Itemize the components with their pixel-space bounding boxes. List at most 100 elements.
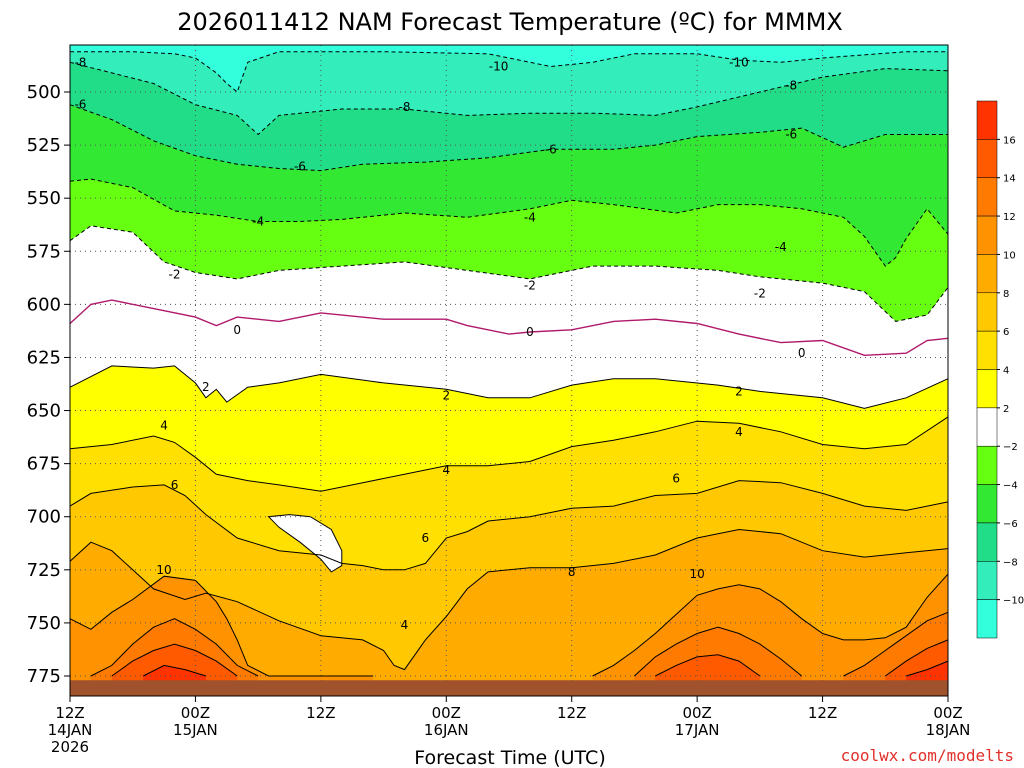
- x-tick-label: 12Z: [306, 704, 335, 722]
- colorbar-label: −10: [1003, 596, 1024, 607]
- isotherm-label: 6: [171, 478, 179, 492]
- isotherm-label: 0: [526, 325, 534, 339]
- colorbar-label: −6: [1003, 519, 1018, 530]
- isotherm-12-line: [90, 618, 259, 677]
- isotherm-label: 10: [690, 567, 705, 581]
- isotherm-16-line: [142, 664, 207, 677]
- isotherm-lines: [69, 51, 949, 677]
- colorbar-label: −2: [1003, 442, 1018, 453]
- colorbar-label: 16: [1003, 135, 1016, 146]
- isotherm-label: 4: [442, 463, 450, 477]
- isotherm-6-line: [69, 480, 949, 571]
- isotherm-label: 2: [442, 389, 450, 403]
- x-tick-label: 00Z: [682, 704, 711, 722]
- colorbar-label: 10: [1003, 250, 1016, 261]
- isotherm-label: 10: [156, 563, 171, 577]
- x-tick-label: 12Z: [808, 704, 837, 722]
- isotherm-label: 4: [735, 425, 743, 439]
- colorbar-swatch: [976, 484, 998, 524]
- colorbar-label: 8: [1003, 289, 1009, 300]
- y-tick-label: 575: [27, 241, 61, 262]
- colorbar-swatch: [976, 254, 998, 294]
- isotherm-labels: -10 -10 -8 -8 -8 -6 -6 -6 -6 -4 -4 -4 -2 -2 -2 0 0 0 2 2 2 4 4…: [74, 55, 805, 632]
- isotherm-label: -6: [294, 159, 306, 173]
- isotherm-label: -2: [754, 287, 766, 301]
- colorbar-swatch: [976, 599, 998, 639]
- colorbar-label: 14: [1003, 174, 1016, 185]
- colorbar-label: 4: [1003, 366, 1009, 377]
- isotherm-16-line: [906, 660, 949, 677]
- x-tick-label: 15JAN: [173, 721, 218, 739]
- isotherm-minus-6-line: [69, 104, 948, 172]
- temperature-fill-bands: [70, 45, 948, 697]
- colorbar-legend: 16 14 12 10 8 6 4 2 −2 −4 −6 −8 −10: [976, 100, 1024, 639]
- isotherm-label: -6: [74, 98, 86, 112]
- isotherm-minus-4-line: [69, 178, 949, 267]
- y-tick-label: 500: [27, 82, 61, 103]
- colorbar-label: 2: [1003, 404, 1009, 415]
- y-tick-label: 625: [27, 347, 61, 368]
- isotherm-label: 2: [202, 380, 210, 394]
- colorbar-label: 12: [1003, 212, 1016, 223]
- colorbar-swatch: [976, 177, 998, 217]
- colorbar-label: 6: [1003, 327, 1009, 338]
- isotherm-label: -6: [785, 127, 797, 141]
- isotherm-10-line: [69, 575, 374, 677]
- colorbar-swatch: [976, 100, 998, 140]
- colorbar-swatch: [976, 561, 998, 600]
- isotherm-label: -8: [785, 79, 797, 93]
- isotherm-label: 0: [233, 323, 241, 337]
- y-tick-label: 550: [27, 188, 61, 209]
- isotherm-label: 4: [401, 618, 409, 632]
- isotherm-14-line: [655, 654, 761, 677]
- y-tick-label: 675: [27, 454, 61, 475]
- y-tick-label: 725: [27, 560, 61, 581]
- y-tick-label: 525: [27, 135, 61, 156]
- isotherm-label: -8: [74, 55, 86, 69]
- y-axis: 500 525 550 575 600 625 650 675 700 725 750 775: [27, 82, 70, 687]
- y-tick-label: 650: [27, 401, 61, 422]
- isotherm-label: -4: [524, 210, 536, 224]
- isotherm-label: 0: [798, 346, 806, 360]
- isotherm-label: 2: [735, 384, 743, 398]
- x-tick-label: 12Z: [55, 704, 84, 722]
- isotherm-0-line: [69, 299, 949, 357]
- isotherm-label: 6: [422, 531, 430, 545]
- isotherm-label: -8: [398, 100, 410, 114]
- colorbar-swatch: [976, 522, 998, 562]
- isotherm-label: 4: [160, 418, 168, 432]
- isotherm-8-line: [69, 528, 949, 671]
- isotherm-label: 8: [568, 565, 576, 579]
- isotherm-label: 6: [672, 472, 680, 486]
- y-tick-label: 750: [27, 613, 61, 634]
- x-tick-label: 2026: [51, 738, 89, 756]
- isotherm-minus-10-line: [70, 51, 948, 93]
- colorbar-swatch: [976, 445, 998, 485]
- x-tick-label: 12Z: [557, 704, 586, 722]
- isotherm-12-line: [843, 611, 949, 677]
- colorbar-swatch: [976, 330, 998, 370]
- isotherm-label: -2: [524, 278, 536, 292]
- x-axis-label: Forecast Time (UTC): [414, 747, 605, 768]
- credit-text: coolwx.com/modelts: [841, 746, 1014, 765]
- x-tick-label: 16JAN: [424, 721, 469, 739]
- chart-title: 2026011412 NAM Forecast Temperature (ºC)…: [177, 8, 842, 36]
- colorbar-label: −8: [1003, 557, 1018, 568]
- isotherm-label: -4: [252, 215, 264, 229]
- isotherm-14-line: [111, 643, 238, 677]
- colorbar-swatch: [976, 369, 998, 409]
- isotherm-10-line: [592, 573, 949, 677]
- isotherm-4-line: [69, 416, 949, 492]
- colorbar-swatch: [976, 139, 998, 178]
- x-tick-label: 00Z: [181, 704, 210, 722]
- isotherm-label: -6: [545, 142, 557, 156]
- colorbar-label: −4: [1003, 481, 1018, 492]
- isotherm-label: -2: [169, 268, 181, 282]
- isotherm-label: -10: [729, 55, 749, 69]
- y-tick-label: 775: [27, 666, 61, 687]
- y-tick-label: 600: [27, 294, 61, 315]
- x-tick-label: 00Z: [432, 704, 461, 722]
- ground-surface: [70, 680, 948, 696]
- x-tick-label: 14JAN: [48, 721, 93, 739]
